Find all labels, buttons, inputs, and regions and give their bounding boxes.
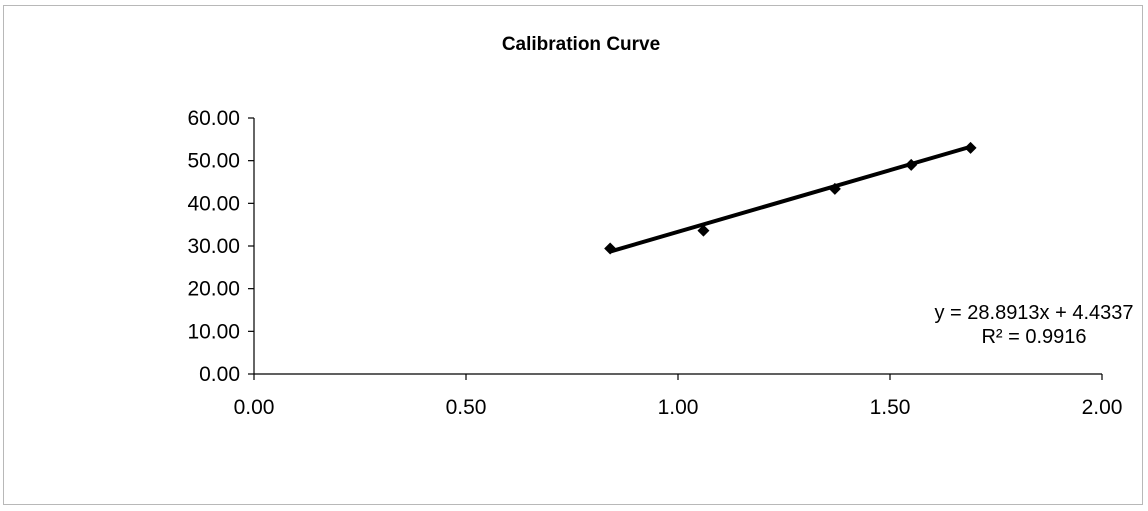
chart-area: Calibration Curve 0.00 10.00 20.00 30.00 40.… (3, 5, 1143, 505)
data-point-marker (697, 224, 710, 237)
trendline-layer (609, 144, 972, 254)
data-point-marker (905, 158, 918, 171)
calibration-chart: Calibration Curve 0.00 10.00 20.00 30.00 40.… (187, 34, 1133, 419)
y-tick-label: 0.00 (199, 363, 240, 386)
y-tick-label: 60.00 (187, 107, 240, 130)
data-point-marker (604, 242, 617, 255)
linear-trendline (609, 144, 972, 254)
y-tick-label: 10.00 (187, 320, 240, 343)
data-point-marker (828, 182, 841, 195)
r-squared-label: R² = 0.9916 (981, 326, 1086, 348)
y-tick-label: 40.00 (187, 192, 240, 215)
x-tick-label: 0.50 (446, 396, 487, 419)
axes: 0.00 10.00 20.00 30.00 40.00 50.00 60.00 0.00 0.… (187, 107, 1122, 419)
trendline-equation: y = 28.8913x + 4.4337 (934, 302, 1133, 324)
y-tick-label: 20.00 (187, 278, 240, 301)
data-point-marker (964, 141, 977, 154)
x-tick-label: 2.00 (1082, 396, 1123, 419)
data-points (604, 141, 977, 255)
x-tick-label: 1.00 (658, 396, 699, 419)
x-tick-label: 1.50 (870, 396, 911, 419)
x-tick-label: 0.00 (234, 396, 275, 419)
chart-title: Calibration Curve (502, 34, 660, 55)
y-tick-label: 50.00 (187, 150, 240, 173)
y-tick-label: 30.00 (187, 235, 240, 258)
